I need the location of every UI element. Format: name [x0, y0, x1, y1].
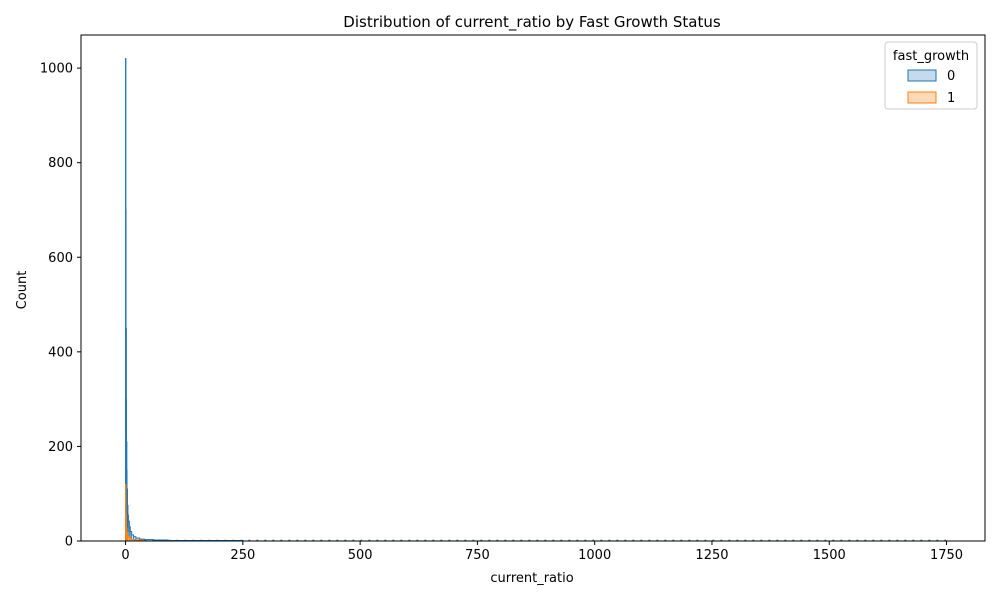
x-axis: 0 250 500 750 1000 1250 1500 1750	[121, 541, 963, 563]
y-axis-label: Count	[15, 271, 30, 310]
x-tick-label: 500	[348, 548, 373, 563]
y-tick-label: 400	[48, 345, 73, 360]
y-tick-label: 200	[48, 440, 73, 455]
legend-swatch-0	[907, 69, 937, 82]
x-tick-label: 1250	[695, 548, 728, 563]
x-tick-label: 1500	[813, 548, 846, 563]
x-tick-label: 250	[230, 548, 255, 563]
legend-label-0: 0	[947, 69, 955, 84]
y-tick-label: 1000	[40, 62, 73, 77]
x-tick-label: 0	[121, 548, 129, 563]
y-axis: 0 200 400 600 800 1000	[40, 62, 81, 550]
legend-label-1: 1	[947, 91, 955, 106]
y-tick-label: 600	[48, 251, 73, 266]
series-0	[125, 58, 244, 542]
x-tick-label: 1750	[930, 548, 963, 563]
x-tick-label: 750	[465, 548, 490, 563]
x-axis-label: current_ratio	[490, 571, 573, 586]
chart-title: Distribution of current_ratio by Fast Gr…	[343, 13, 721, 32]
y-tick-label: 0	[65, 535, 73, 550]
legend-swatch-1	[907, 91, 937, 104]
x-tick-label: 1000	[578, 548, 611, 563]
series-0-area	[125, 58, 244, 542]
plot-area	[80, 34, 986, 542]
legend-title: fast_growth	[893, 49, 969, 64]
y-tick-label: 800	[48, 156, 73, 171]
legend: fast_growth 0 1	[884, 41, 978, 110]
plot-frame	[80, 34, 986, 542]
